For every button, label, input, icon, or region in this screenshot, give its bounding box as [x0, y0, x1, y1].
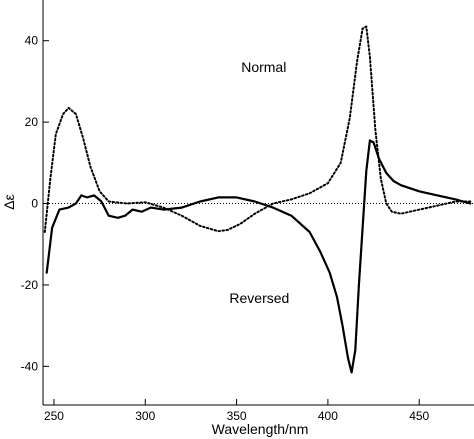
ticks: 250 300 350 400 450 -40 -20 0 20 40 — [21, 34, 430, 423]
series-line-reversed — [45, 139, 472, 374]
y-axis-title: Δε — [1, 194, 17, 210]
reversed-series-label: Reversed — [229, 290, 289, 306]
y-tick-label: 0 — [31, 197, 38, 211]
x-tick-label: 300 — [135, 409, 155, 423]
series-line-normal — [43, 25, 472, 233]
y-tick-label: -20 — [21, 278, 39, 292]
x-tick-label: 250 — [44, 409, 64, 423]
y-tick-label: 20 — [25, 115, 39, 129]
axes — [42, 0, 474, 406]
x-tick-label: 350 — [227, 409, 247, 423]
y-tick-label: 40 — [25, 34, 39, 48]
plot-area — [43, 25, 474, 374]
y-tick-label: -40 — [21, 359, 39, 373]
normal-series-label: Normal — [241, 59, 286, 75]
x-tick-label: 450 — [409, 409, 429, 423]
x-axis-title: Wavelength/nm — [212, 421, 309, 437]
x-tick-label: 400 — [318, 409, 338, 423]
